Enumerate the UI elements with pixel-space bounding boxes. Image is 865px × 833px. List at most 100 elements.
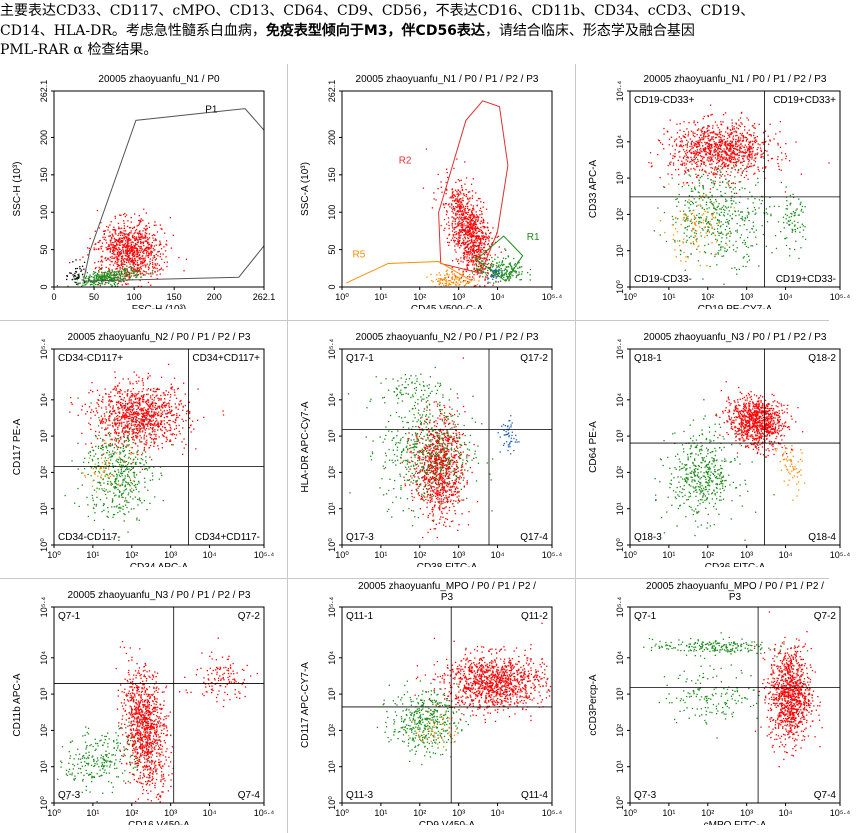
event-dot: [89, 237, 91, 240]
event-dot: [470, 214, 472, 216]
event-dot: [141, 241, 143, 243]
event-dot: [482, 276, 484, 278]
event-dot: [707, 135, 710, 137]
event-dot: [694, 158, 697, 160]
event-dot: [464, 246, 466, 248]
event-dot: [754, 154, 756, 156]
event-dot: [489, 270, 492, 272]
event-dot: [716, 171, 719, 173]
event-dot: [735, 250, 737, 253]
event-dot: [715, 173, 717, 175]
event-dot: [721, 139, 723, 141]
event-dot: [141, 248, 143, 250]
event-dot: [462, 242, 464, 244]
event-dot: [103, 275, 105, 277]
event-dot: [150, 254, 152, 256]
event-dot: [109, 259, 111, 261]
event-dot: [764, 130, 767, 132]
event-dot: [699, 141, 701, 143]
event-dot: [720, 171, 722, 173]
event-dot: [127, 411, 129, 413]
report-line-3: PML-RAR α 检查结果。: [0, 42, 158, 58]
event-dot: [466, 260, 468, 262]
event-dot: [703, 156, 705, 159]
event-dot: [730, 149, 732, 151]
event-dot: [109, 235, 112, 237]
event-dot: [506, 269, 508, 271]
event-dot: [147, 425, 149, 427]
event-dot: [702, 138, 704, 141]
event-dot: [463, 248, 465, 250]
event-dot: [744, 188, 746, 190]
event-dot: [448, 234, 450, 236]
event-dot: [731, 218, 734, 220]
event-dot: [153, 423, 156, 425]
event-dot: [447, 176, 449, 179]
event-dot: [125, 275, 127, 277]
event-dot: [127, 417, 130, 420]
event-dot: [691, 182, 694, 184]
event-dot: [147, 418, 149, 420]
event-dot: [78, 275, 80, 277]
event-dot: [163, 246, 165, 248]
event-dot: [804, 226, 806, 228]
y-tick-label: 10⁴: [615, 135, 625, 149]
event-dot: [738, 124, 740, 126]
event-dot: [114, 371, 116, 373]
event-dot: [153, 437, 156, 440]
event-dot: [662, 186, 665, 188]
event-dot: [117, 426, 119, 428]
event-dot: [717, 153, 719, 155]
event-dot: [120, 259, 123, 262]
event-dot: [88, 278, 90, 280]
event-dot: [710, 179, 712, 181]
event-dot: [126, 248, 128, 250]
event-dot: [674, 149, 676, 151]
event-dot: [675, 198, 677, 201]
event-dot: [475, 264, 478, 267]
event-dot: [486, 236, 488, 238]
event-dot: [728, 150, 730, 152]
event-dot: [152, 426, 154, 429]
event-dot: [746, 261, 748, 263]
event-dot: [731, 122, 733, 124]
event-dot: [92, 391, 94, 393]
event-dot: [727, 232, 729, 234]
event-dot: [147, 388, 150, 390]
event-dot: [101, 255, 103, 257]
event-dot: [715, 146, 718, 148]
event-dot: [713, 207, 715, 209]
event-dot: [452, 227, 454, 229]
event-dot: [472, 248, 474, 250]
event-dot: [719, 151, 721, 153]
event-dot: [485, 239, 487, 241]
event-dot: [471, 264, 474, 266]
event-dot: [121, 261, 123, 264]
event-dot: [483, 226, 485, 228]
event-dot: [128, 246, 130, 248]
event-dot: [130, 451, 132, 454]
event-dot: [719, 208, 721, 210]
event-dot: [125, 233, 127, 235]
event-dot: [472, 215, 474, 217]
event-dot: [155, 413, 157, 415]
event-dot: [466, 231, 468, 233]
event-dot: [450, 196, 452, 198]
event-dot: [179, 400, 181, 403]
event-dot: [483, 250, 485, 252]
event-dot: [658, 140, 661, 142]
event-dot: [722, 214, 725, 216]
event-dot: [122, 248, 124, 251]
event-dot: [161, 411, 164, 413]
event-dot: [738, 214, 740, 216]
event-dot: [712, 136, 714, 138]
event-dot: [700, 159, 703, 162]
event-dot: [479, 258, 481, 260]
event-dot: [145, 212, 147, 214]
event-dot: [165, 256, 167, 258]
event-dot: [182, 405, 184, 407]
event-dot: [460, 231, 462, 233]
event-dot: [470, 183, 473, 185]
event-dot: [730, 160, 732, 163]
event-dot: [710, 132, 712, 134]
